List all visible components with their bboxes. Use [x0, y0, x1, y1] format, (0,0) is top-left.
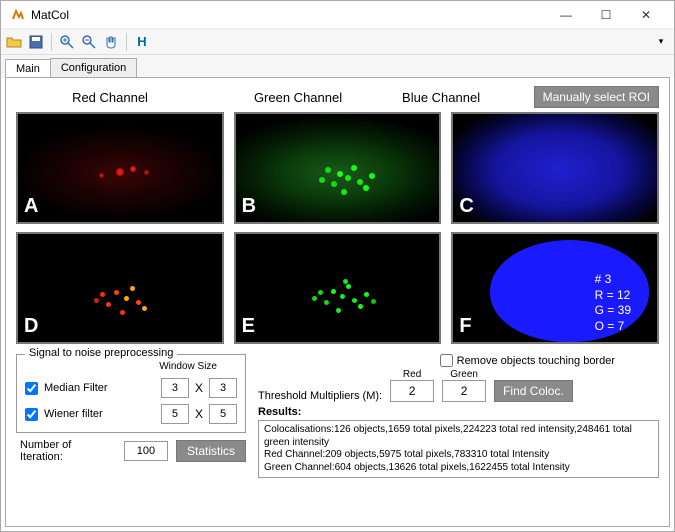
threshold-row: Threshold Multipliers (M): Red Green Fin…: [258, 369, 659, 402]
results-label: Results:: [258, 406, 659, 418]
preprocessing-legend: Signal to noise preprocessing: [25, 347, 177, 359]
median-width-input[interactable]: [161, 378, 189, 398]
panel-letter: C: [459, 195, 473, 218]
app-window: MatCol — ☐ ✕ H ▾ Main Configuration Red …: [0, 0, 675, 532]
tab-main[interactable]: Main: [5, 59, 51, 78]
median-filter-row: Median Filter X: [25, 378, 237, 398]
remove-border-checkbox[interactable]: [440, 354, 453, 367]
toolbar-menu-icon[interactable]: ▾: [652, 33, 670, 51]
panel-e[interactable]: E: [234, 232, 442, 344]
iteration-label: Number of Iteration:: [20, 439, 116, 463]
panel-letter: D: [24, 315, 38, 338]
panel-letter: B: [242, 195, 256, 218]
titlebar: MatCol — ☐ ✕: [1, 1, 674, 29]
results-textarea[interactable]: Colocalisations:126 objects,1659 total p…: [258, 420, 659, 478]
panel-letter: A: [24, 195, 38, 218]
threshold-green-label: Green: [442, 369, 486, 380]
matlab-icon: [9, 7, 25, 23]
panel-f[interactable]: # 3 R = 12 G = 39 O = 7 F: [451, 232, 659, 344]
threshold-green-group: Green: [442, 369, 486, 402]
window-controls: — ☐ ✕: [546, 3, 666, 27]
overlay-line: O = 7: [595, 319, 631, 335]
tab-configuration[interactable]: Configuration: [50, 58, 137, 77]
left-column: Signal to noise preprocessing Window Siz…: [16, 354, 246, 478]
manual-roi-button[interactable]: Manually select ROI: [534, 86, 659, 108]
panel-letter: F: [459, 315, 471, 338]
wiener-filter-row: Wiener filter X: [25, 404, 237, 424]
x-label: X: [195, 407, 203, 421]
median-filter-label: Median Filter: [44, 382, 108, 394]
image-grid: A B C D E: [16, 112, 659, 344]
threshold-red-label: Red: [390, 369, 434, 380]
wiener-width-input[interactable]: [161, 404, 189, 424]
threshold-label: Threshold Multipliers (M):: [258, 390, 382, 402]
remove-border-row: Remove objects touching border: [258, 354, 659, 367]
toolbar-separator: [126, 33, 127, 51]
median-filter-checkbox[interactable]: [25, 382, 38, 395]
right-column: Remove objects touching border Threshold…: [258, 354, 659, 478]
window-title: MatCol: [31, 8, 546, 22]
maximize-button[interactable]: ☐: [586, 3, 626, 27]
panel-c[interactable]: C: [451, 112, 659, 224]
wiener-filter-label: Wiener filter: [44, 408, 103, 420]
iteration-input[interactable]: [124, 441, 168, 461]
bottom-controls: Signal to noise preprocessing Window Siz…: [16, 354, 659, 478]
preprocessing-fieldset: Signal to noise preprocessing Window Siz…: [16, 354, 246, 433]
overlay-stats: # 3 R = 12 G = 39 O = 7: [595, 272, 631, 334]
save-icon[interactable]: [27, 33, 45, 51]
threshold-red-input[interactable]: [390, 380, 434, 402]
channel-headers: Red Channel Green Channel Blue Channel M…: [16, 86, 659, 108]
median-height-input[interactable]: [209, 378, 237, 398]
panel-letter: E: [242, 315, 255, 338]
pan-icon[interactable]: [102, 33, 120, 51]
panel-d[interactable]: D: [16, 232, 224, 344]
main-panel: Red Channel Green Channel Blue Channel M…: [5, 77, 670, 527]
statistics-button[interactable]: Statistics: [176, 440, 246, 462]
wiener-height-input[interactable]: [209, 404, 237, 424]
minimize-button[interactable]: —: [546, 3, 586, 27]
find-coloc-button[interactable]: Find Coloc.: [494, 380, 573, 402]
overlay-line: # 3: [595, 272, 631, 288]
x-label: X: [195, 381, 203, 395]
green-channel-label: Green Channel: [204, 90, 392, 105]
wiener-filter-checkbox[interactable]: [25, 408, 38, 421]
close-button[interactable]: ✕: [626, 3, 666, 27]
tab-strip: Main Configuration: [1, 55, 674, 77]
blue-channel-label: Blue Channel: [392, 90, 534, 105]
threshold-red-group: Red: [390, 369, 434, 402]
toolbar-separator: [51, 33, 52, 51]
zoom-out-icon[interactable]: [80, 33, 98, 51]
overlay-line: R = 12: [595, 288, 631, 304]
zoom-in-icon[interactable]: [58, 33, 76, 51]
threshold-green-input[interactable]: [442, 380, 486, 402]
window-size-label: Window Size: [159, 361, 217, 372]
red-channel-label: Red Channel: [16, 90, 204, 105]
panel-b[interactable]: B: [234, 112, 442, 224]
help-icon[interactable]: H: [133, 33, 151, 51]
iteration-row: Number of Iteration: Statistics: [16, 439, 246, 463]
remove-border-label: Remove objects touching border: [457, 355, 615, 367]
open-file-icon[interactable]: [5, 33, 23, 51]
panel-a[interactable]: A: [16, 112, 224, 224]
overlay-line: G = 39: [595, 303, 631, 319]
toolbar: H ▾: [1, 29, 674, 55]
